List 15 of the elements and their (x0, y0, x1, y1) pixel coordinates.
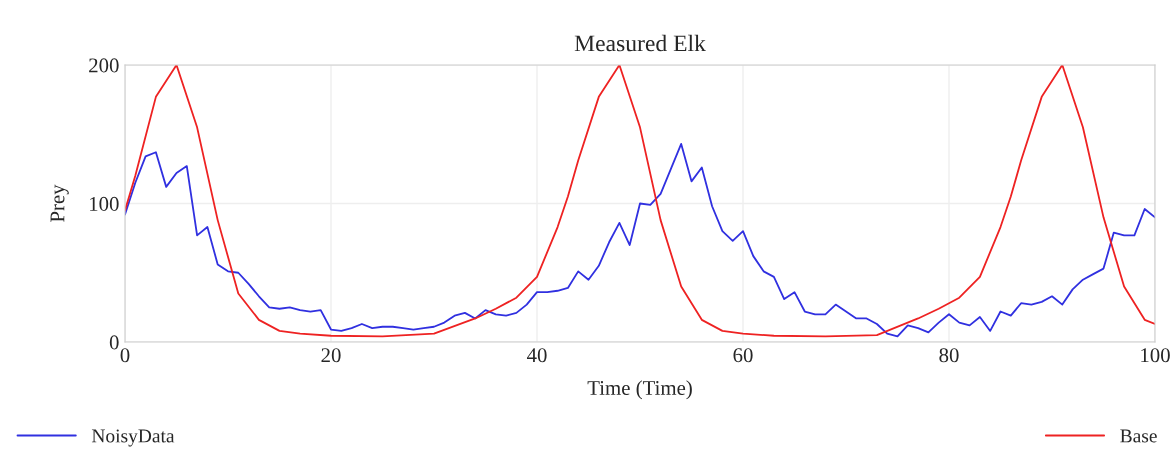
x-tick-label: 80 (939, 348, 959, 363)
y-tick-label: 200 (89, 58, 119, 73)
x-tick-label: 100 (1141, 348, 1170, 363)
chart-title: Measured Elk (574, 34, 706, 52)
line-series (125, 143, 1155, 338)
x-tick-label: 20 (321, 348, 341, 363)
legend-label: NoisyData (91, 429, 175, 447)
legend-label: Base (1120, 429, 1157, 443)
x-tick-label: 0 (120, 348, 130, 363)
y-tick-label: 100 (90, 196, 119, 211)
x-tick-label: 40 (526, 348, 547, 363)
y-axis-title: Prey (50, 184, 69, 222)
y-tick-label: 0 (109, 335, 119, 350)
x-tick-label: 60 (733, 348, 753, 363)
x-axis-title: Time (Time) (587, 380, 692, 400)
